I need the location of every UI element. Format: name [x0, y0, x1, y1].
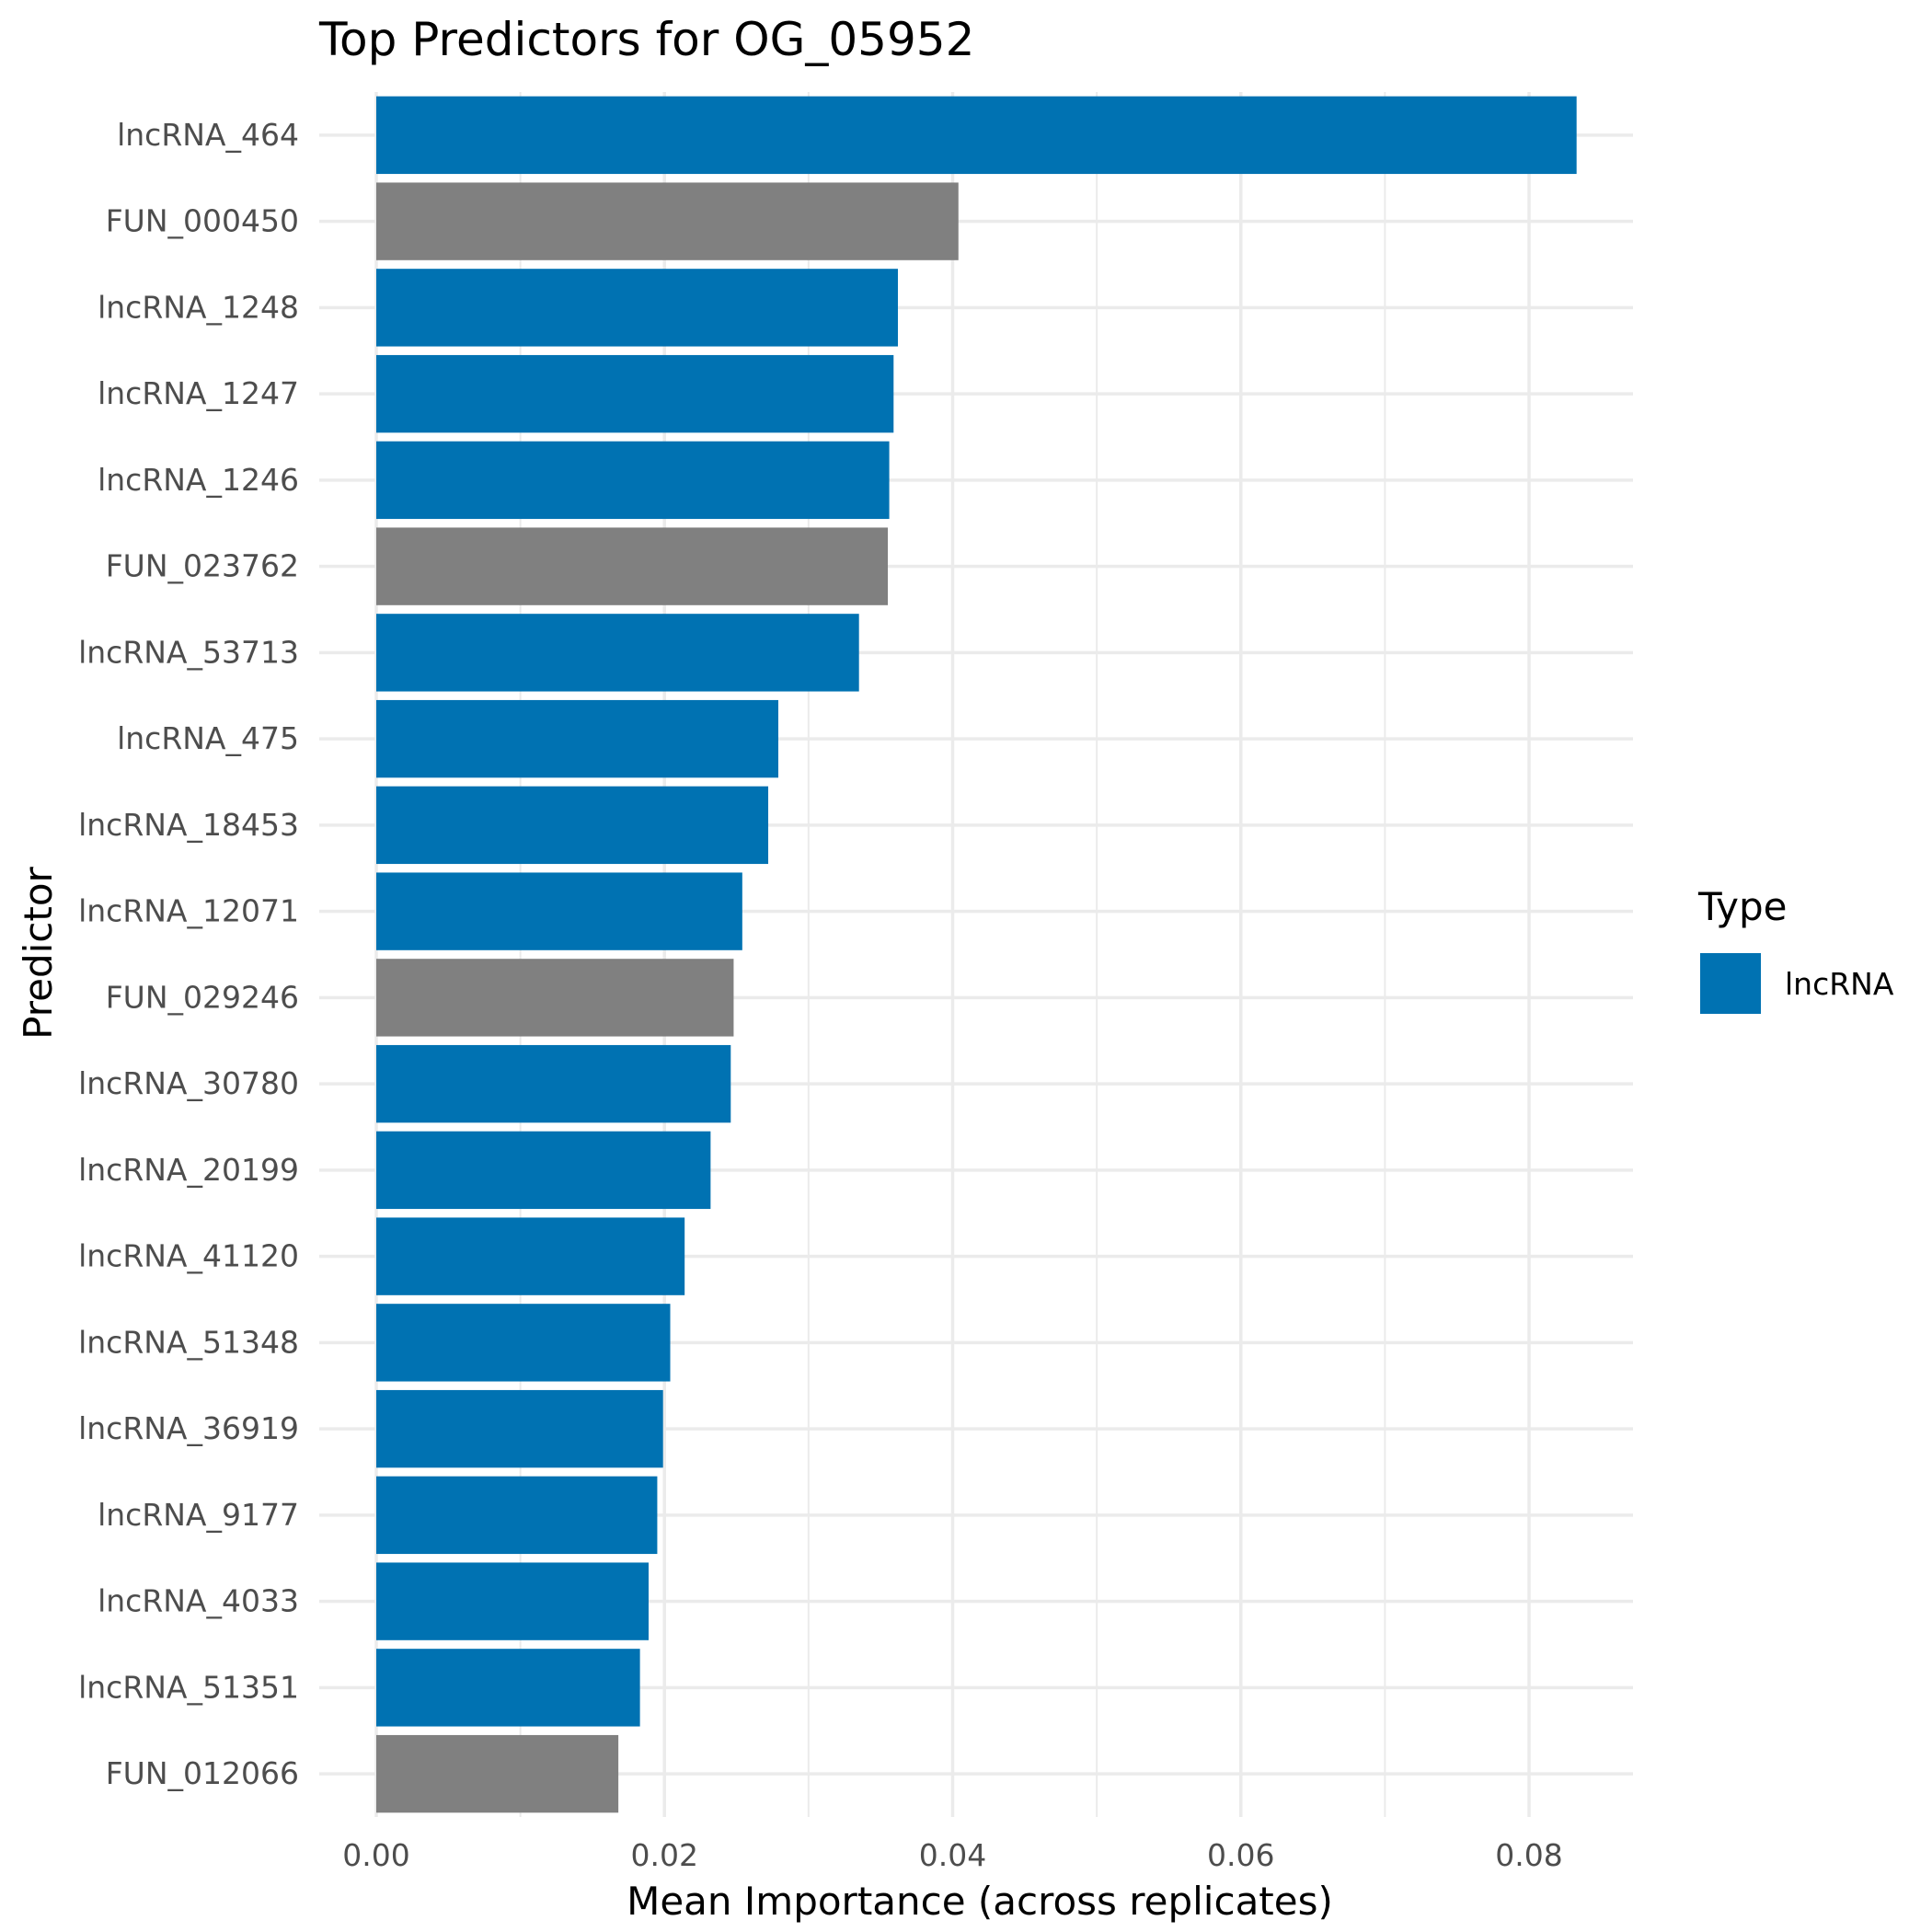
bar-lncrna-4033	[376, 1562, 650, 1640]
bar-lncrna-1246	[376, 441, 890, 520]
y-tick-label: lncRNA_1247	[98, 375, 299, 411]
bar-lncrna-464	[376, 96, 1577, 175]
bar-lncrna-1247	[376, 354, 894, 433]
bar-lncrna-475	[376, 699, 778, 778]
y-tick-label: FUN_000450	[106, 203, 299, 239]
y-tick-label: lncRNA_36919	[78, 1410, 299, 1446]
bars	[376, 96, 1577, 1813]
chart-title: Top Predictors for OG_05952	[318, 13, 974, 66]
bar-lncrna-51351	[376, 1649, 640, 1727]
y-tick-label: lncRNA_464	[117, 117, 299, 153]
bar-lncrna-1248	[376, 269, 898, 347]
x-axis-ticks: 0.00 0.02 0.04 0.06 0.08	[342, 1837, 1562, 1873]
y-tick-label: lncRNA_20199	[78, 1152, 299, 1188]
y-tick-label: lncRNA_18453	[78, 807, 299, 843]
x-axis-title: Mean Importance (across replicates)	[627, 1879, 1333, 1924]
bar-fun-023762	[376, 527, 889, 605]
x-tick-label: 0.04	[919, 1837, 986, 1873]
y-tick-label: lncRNA_9177	[98, 1497, 299, 1533]
y-tick-label: lncRNA_1248	[98, 289, 299, 325]
bar-lncrna-30780	[376, 1044, 731, 1123]
y-tick-label: lncRNA_51348	[78, 1324, 299, 1360]
y-tick-label: lncRNA_1246	[98, 462, 299, 498]
bar-fun-029246	[376, 959, 734, 1037]
y-axis-ticks: lncRNA_464 FUN_000450 lncRNA_1248 lncRNA_12…	[78, 117, 299, 1791]
bar-lncrna-12071	[376, 872, 742, 950]
y-tick-label: lncRNA_41120	[78, 1238, 299, 1274]
legend: Type lncRNA	[1697, 884, 1894, 1014]
bar-fun-000450	[376, 182, 959, 260]
grid	[319, 92, 1633, 1817]
legend-label-lncrna: lncRNA	[1785, 966, 1894, 1002]
y-tick-label: lncRNA_12071	[78, 893, 299, 929]
bar-lncrna-9177	[376, 1476, 658, 1555]
y-tick-label: FUN_029246	[106, 979, 299, 1015]
y-axis-title: Predictor	[16, 866, 61, 1039]
x-tick-label: 0.02	[631, 1837, 698, 1873]
y-tick-label: FUN_023762	[106, 548, 299, 584]
bar-lncrna-41120	[376, 1217, 685, 1295]
bar-lncrna-51348	[376, 1304, 671, 1382]
y-tick-label: lncRNA_30780	[78, 1065, 299, 1101]
y-tick-label: lncRNA_475	[117, 720, 299, 756]
y-tick-label: lncRNA_4033	[98, 1583, 299, 1619]
y-tick-label: lncRNA_51351	[78, 1669, 299, 1705]
legend-title: Type	[1697, 884, 1787, 929]
bar-lncrna-18453	[376, 786, 769, 865]
bar-lncrna-53713	[376, 614, 859, 692]
x-tick-label: 0.00	[342, 1837, 409, 1873]
x-tick-label: 0.06	[1207, 1837, 1274, 1873]
bar-fun-012066	[376, 1734, 619, 1813]
bar-lncrna-36919	[376, 1389, 663, 1468]
bar-lncrna-20199	[376, 1131, 711, 1210]
x-tick-label: 0.08	[1495, 1837, 1562, 1873]
y-tick-label: lncRNA_53713	[78, 634, 299, 670]
legend-swatch-lncrna	[1700, 953, 1761, 1014]
y-tick-label: FUN_012066	[106, 1755, 299, 1791]
